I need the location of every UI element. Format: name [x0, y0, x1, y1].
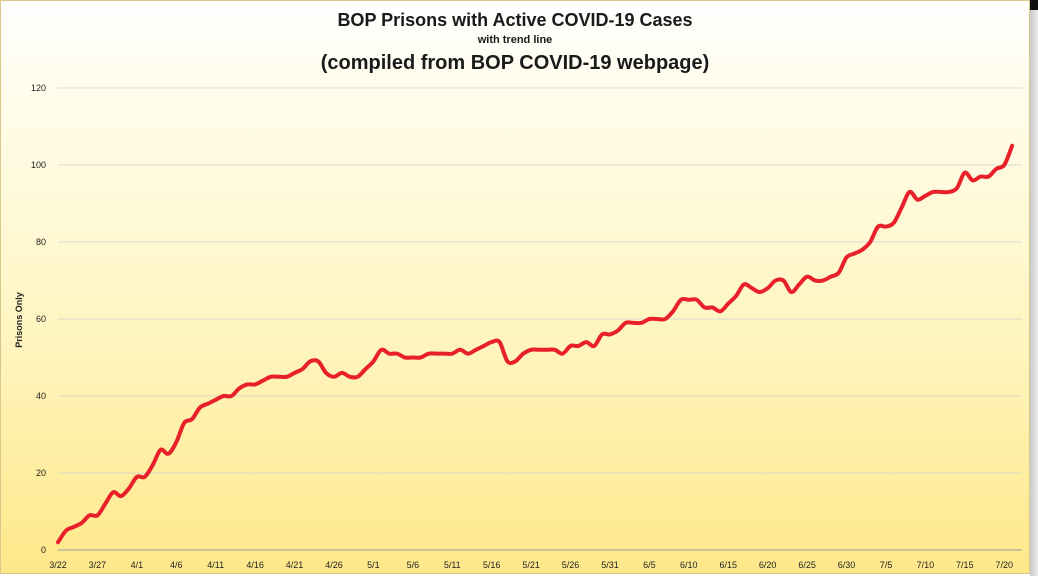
x-tick-label: 4/6	[170, 560, 183, 570]
series-lines	[56, 143, 1015, 545]
x-tick-label: 6/30	[838, 560, 856, 570]
x-tick-label: 6/20	[759, 560, 777, 570]
chart-subtitle: with trend line	[477, 34, 553, 46]
x-tick-label: 6/25	[798, 560, 816, 570]
x-tick-label: 7/5	[880, 560, 893, 570]
x-tick-label: 4/1	[131, 560, 144, 570]
x-tick-label: 3/22	[49, 560, 67, 570]
x-tick-label: 5/6	[407, 560, 420, 570]
series-line-0	[56, 143, 1015, 545]
x-tick-label: 4/16	[246, 560, 264, 570]
window-edge	[1030, 0, 1038, 576]
x-tick-label: 3/27	[89, 560, 107, 570]
window-corner	[1030, 0, 1038, 10]
x-tick-label: 5/11	[444, 560, 461, 570]
x-tick-label: 5/1	[367, 560, 380, 570]
y-tick-label: 0	[41, 545, 46, 555]
y-tick-labels: 0 20 40 60 80 100 120	[31, 83, 46, 555]
x-tick-label: 6/5	[643, 560, 656, 570]
y-tick-label: 120	[31, 83, 46, 93]
x-tick-label: 4/21	[286, 560, 304, 570]
x-tick-label: 6/10	[680, 560, 698, 570]
y-tick-label: 60	[36, 314, 46, 324]
y-tick-label: 100	[31, 160, 46, 170]
x-tick-label: 7/20	[995, 560, 1013, 570]
x-tick-labels: 3/22 3/27 4/1 4/6 4/11 4/16 4/21 4/26 5/1 5/6 5/11…	[49, 560, 1013, 570]
x-tick-label: 7/15	[956, 560, 974, 570]
y-tick-label: 40	[36, 391, 46, 401]
x-tick-label: 6/15	[719, 560, 737, 570]
grid-lines	[58, 87, 1022, 551]
y-tick-label: 20	[36, 468, 46, 478]
x-tick-label: 4/26	[325, 560, 343, 570]
chart-title-secondary: (compiled from BOP COVID-19 webpage)	[320, 52, 710, 74]
y-axis-label: Prisons Only	[14, 292, 24, 348]
x-tick-label: 5/31	[601, 560, 619, 570]
x-tick-label: 7/10	[917, 560, 935, 570]
x-tick-label: 5/16	[483, 560, 501, 570]
x-tick-label: 5/26	[562, 560, 580, 570]
y-tick-label: 80	[36, 237, 46, 247]
x-tick-label: 5/21	[522, 560, 540, 570]
x-tick-label: 4/11	[207, 560, 224, 570]
chart-title: BOP Prisons with Active COVID-19 Cases	[337, 10, 693, 30]
